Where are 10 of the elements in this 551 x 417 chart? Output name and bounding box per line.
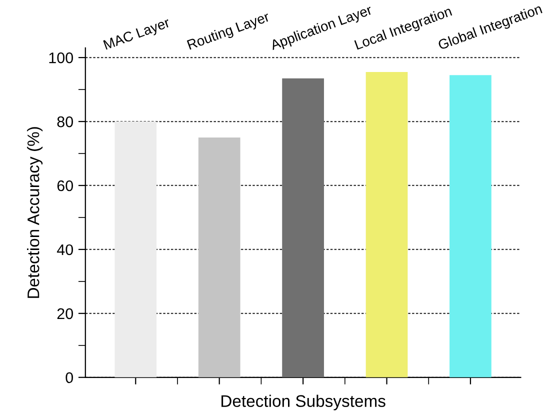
- y-axis-title: Detection Accuracy (%): [27, 127, 43, 298]
- y-tick-label: 60: [57, 180, 74, 192]
- y-tick-label: 40: [56, 244, 74, 256]
- y-tick-label: 0: [66, 372, 74, 384]
- x-tick-label: Routing Layer: [186, 11, 272, 52]
- x-tick-label: MAC Layer: [103, 17, 172, 52]
- y-tick-label: 20: [57, 308, 74, 320]
- y-tick-label: 100: [49, 52, 74, 64]
- x-axis-title: Detection Subsystems: [222, 394, 386, 410]
- y-tick-label: 80: [57, 116, 74, 128]
